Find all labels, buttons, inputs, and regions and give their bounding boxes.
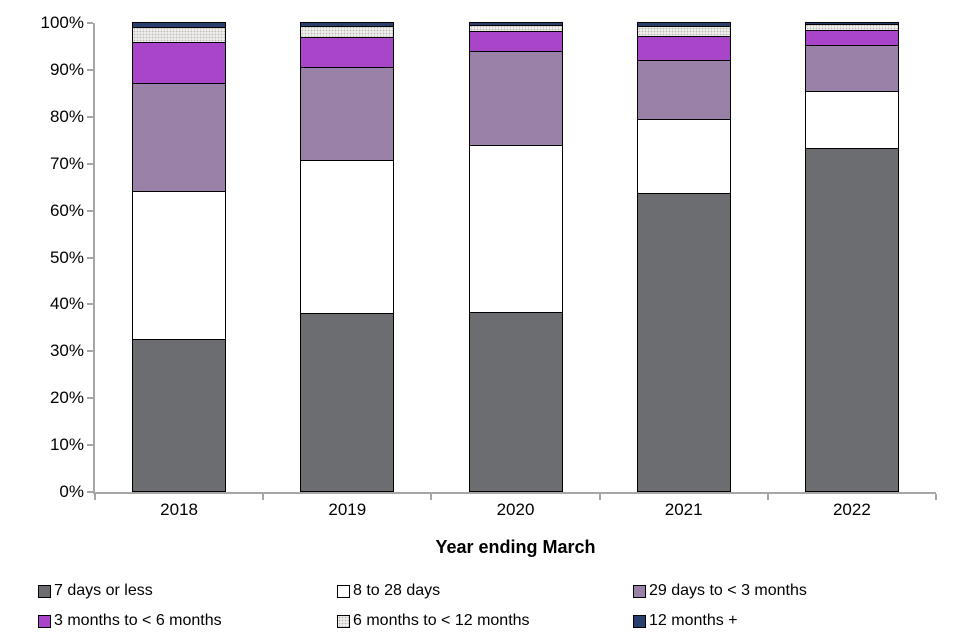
y-axis-line <box>93 23 95 492</box>
y-tick-label-10pct: 10% <box>49 435 84 455</box>
segment-2019-6-months-to-12-months <box>300 25 395 39</box>
legend-swatch-6-months-to-12-months <box>337 614 350 628</box>
segment-2021-8-to-28-days <box>636 118 731 195</box>
legend-item-29-days-to-3-months: 29 days to < 3 months <box>633 578 807 604</box>
legend-swatch-12-months <box>633 614 646 628</box>
legend-label-8-to-28-days: 8 to 28 days <box>353 582 441 599</box>
legend-swatch-3-months-to-6-months <box>38 614 51 628</box>
x-tick-mark <box>598 494 601 500</box>
legend-label-6-months-to-12-months: 6 months to < 12 months <box>353 612 530 629</box>
bar-2022 <box>804 21 899 492</box>
y-tick-mark <box>87 68 93 71</box>
segment-2021-7-days-or-less <box>636 192 731 492</box>
x-tick-label-2022: 2022 <box>832 500 871 519</box>
y-tick-mark <box>87 115 93 118</box>
segment-2022-8-to-28-days <box>804 90 899 149</box>
legend-label-3-months-to-6-months: 3 months to < 6 months <box>54 612 222 629</box>
segment-2018-8-to-28-days <box>132 190 227 340</box>
y-tick-mark <box>87 397 93 400</box>
x-tick-label-2018: 2018 <box>160 500 198 519</box>
y-tick-mark <box>87 350 93 353</box>
segment-2019-7-days-or-less <box>300 312 395 492</box>
legend-swatch-7-days-or-less <box>38 584 51 598</box>
segment-2021-29-days-to-3-months <box>636 59 731 120</box>
segment-2022-7-days-or-less <box>804 147 899 492</box>
segment-2020-3-months-to-6-months <box>468 30 563 52</box>
legend-label-7-days-or-less: 7 days or less <box>54 582 153 599</box>
legend-item-7-days-or-less: 7 days or less <box>38 578 153 604</box>
y-tick-label-90pct: 90% <box>49 59 84 79</box>
segment-2018-3-months-to-6-months <box>132 41 227 84</box>
y-tick-mark <box>87 303 93 306</box>
legend-item-12-months: 12 months + <box>633 608 738 634</box>
y-tick-label-70pct: 70% <box>49 153 84 173</box>
bar-2020 <box>468 21 563 492</box>
segment-2020-12-months <box>468 21 563 26</box>
legend-label-12-months: 12 months + <box>649 612 738 629</box>
segment-2020-7-days-or-less <box>468 311 563 492</box>
y-tick-label-30pct: 30% <box>49 341 84 361</box>
y-tick-mark <box>87 162 93 165</box>
segment-2019-12-months <box>300 21 395 27</box>
segment-2020-8-to-28-days <box>468 144 563 313</box>
y-tick-label-20pct: 20% <box>49 388 84 408</box>
segment-2019-29-days-to-3-months <box>300 66 395 162</box>
y-tick-label-60pct: 60% <box>49 200 84 220</box>
legend-item-6-months-to-12-months: 6 months to < 12 months <box>337 608 530 634</box>
y-tick-mark <box>87 491 93 493</box>
y-tick-label-0pct: 0% <box>59 482 84 501</box>
segment-2018-6-months-to-12-months <box>132 26 227 44</box>
segment-2022-29-days-to-3-months <box>804 44 899 93</box>
y-tick-label-50pct: 50% <box>49 247 84 267</box>
x-axis-title: Year ending March <box>435 537 596 557</box>
x-tick-mark <box>94 494 96 500</box>
segment-2022-12-months <box>804 21 899 25</box>
segment-2018-12-months <box>132 21 227 28</box>
x-axis-line <box>93 492 936 494</box>
y-tick-mark <box>87 444 93 447</box>
x-tick-mark <box>262 494 265 500</box>
bar-2018 <box>132 21 227 492</box>
legend-label-29-days-to-3-months: 29 days to < 3 months <box>649 582 807 599</box>
segment-2021-6-months-to-12-months <box>636 25 731 37</box>
y-tick-mark <box>87 22 93 24</box>
x-tick-mark <box>766 494 769 500</box>
legend-swatch-8-to-28-days <box>337 584 350 598</box>
x-tick-label-2020: 2020 <box>496 500 535 519</box>
legend-item-3-months-to-6-months: 3 months to < 6 months <box>38 608 222 634</box>
bar-2019 <box>300 21 395 492</box>
segment-2020-29-days-to-3-months <box>468 50 563 147</box>
y-tick-label-40pct: 40% <box>49 294 84 314</box>
segment-2021-12-months <box>636 21 731 28</box>
x-tick-mark <box>430 494 433 500</box>
segment-2018-7-days-or-less <box>132 338 227 492</box>
y-tick-label-100pct: 100% <box>40 13 84 32</box>
x-tick-label-2021: 2021 <box>664 500 703 519</box>
plot-area <box>87 21 937 500</box>
segment-2019-8-to-28-days <box>300 159 395 314</box>
y-tick-label-80pct: 80% <box>49 106 84 126</box>
y-tick-mark <box>87 209 93 212</box>
x-tick-label-2019: 2019 <box>328 500 367 519</box>
segment-2022-3-months-to-6-months <box>804 29 899 47</box>
legend-item-8-to-28-days: 8 to 28 days <box>337 578 440 604</box>
y-tick-mark <box>87 256 93 259</box>
segment-2021-3-months-to-6-months <box>636 35 731 61</box>
legend-swatch-29-days-to-3-months <box>633 584 646 598</box>
segment-2019-3-months-to-6-months <box>300 37 395 68</box>
bar-2021 <box>636 21 731 492</box>
segment-2018-29-days-to-3-months <box>132 82 227 192</box>
x-tick-mark <box>935 494 937 500</box>
